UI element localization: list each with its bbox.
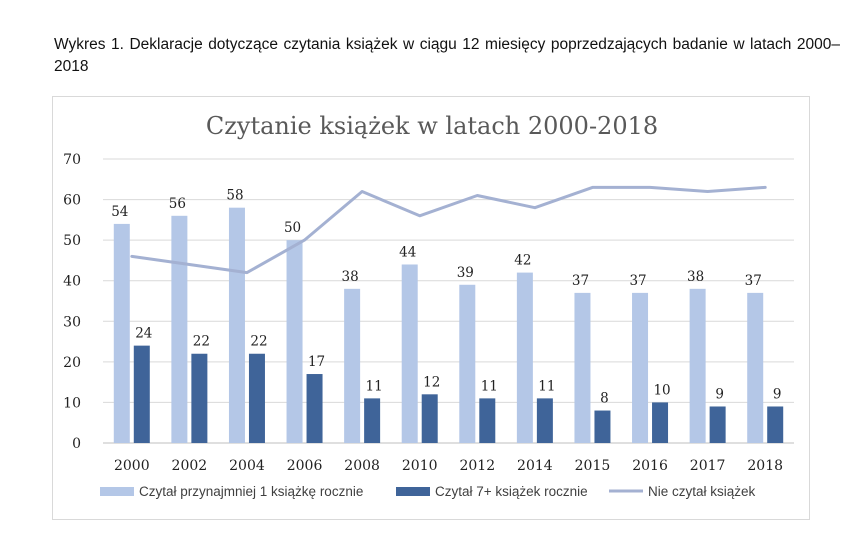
line-series bbox=[130, 185, 767, 275]
data-label-read-7plus: 9 bbox=[715, 386, 724, 402]
data-label-read-7plus: 24 bbox=[135, 326, 152, 342]
data-label-read-7plus: 8 bbox=[600, 391, 609, 407]
x-tick-label: 2004 bbox=[229, 458, 265, 474]
bar-read-1plus bbox=[747, 292, 764, 443]
legend-swatch bbox=[100, 487, 134, 496]
data-label-read-7plus: 22 bbox=[250, 334, 267, 350]
bar-read-1plus bbox=[344, 288, 361, 443]
x-tick-label: 2015 bbox=[575, 458, 611, 474]
legend: Czytał przynajmniej 1 książkę rocznie Czy… bbox=[100, 484, 756, 499]
gridlines bbox=[103, 158, 794, 444]
chart-frame: Czytanie książek w latach 2000-2018 0 10 2… bbox=[52, 96, 810, 520]
bars bbox=[113, 207, 784, 443]
data-label-read-7plus: 12 bbox=[423, 374, 440, 390]
line-not-reading bbox=[130, 185, 767, 275]
y-tick-label: 10 bbox=[63, 395, 81, 411]
y-tick-label: 50 bbox=[63, 233, 81, 249]
bar-read-7plus bbox=[479, 398, 496, 443]
data-label-read-7plus: 10 bbox=[653, 382, 670, 398]
data-label-read-1plus: 38 bbox=[342, 269, 359, 285]
bar-read-1plus bbox=[401, 264, 418, 443]
x-tick-label: 2002 bbox=[172, 458, 208, 474]
bar-read-7plus bbox=[652, 402, 669, 443]
bar-read-1plus bbox=[113, 223, 130, 443]
bar-read-1plus bbox=[228, 207, 245, 443]
bar-read-7plus bbox=[191, 353, 208, 443]
x-axis-ticks: 2000 2002 2004 2006 2008 2010 2012 2014 2015 2016… bbox=[114, 458, 783, 474]
data-label-read-1plus: 42 bbox=[514, 253, 531, 269]
data-label-read-1plus: 37 bbox=[745, 273, 762, 289]
data-label-read-7plus: 22 bbox=[193, 334, 210, 350]
chart: Czytanie książek w latach 2000-2018 0 10 2… bbox=[63, 112, 794, 499]
bar-read-1plus bbox=[632, 292, 649, 443]
x-tick-label: 2006 bbox=[287, 458, 323, 474]
data-label-read-1plus: 39 bbox=[457, 265, 474, 281]
data-label-read-1plus: 44 bbox=[399, 244, 416, 260]
bar-read-7plus bbox=[364, 398, 381, 443]
y-tick-label: 70 bbox=[63, 152, 81, 168]
data-label-read-1plus: 56 bbox=[169, 196, 186, 212]
data-label-read-1plus: 50 bbox=[284, 220, 301, 236]
x-tick-label: 2010 bbox=[402, 458, 438, 474]
bar-read-1plus bbox=[574, 292, 591, 443]
bar-read-7plus bbox=[709, 406, 726, 443]
bar-read-7plus bbox=[421, 394, 438, 443]
bar-read-7plus bbox=[133, 345, 150, 443]
data-label-read-1plus: 58 bbox=[226, 188, 243, 204]
bar-read-1plus bbox=[171, 215, 188, 443]
data-label-read-1plus: 37 bbox=[572, 273, 589, 289]
bar-read-7plus bbox=[248, 353, 265, 443]
chart-title: Czytanie książek w latach 2000-2018 bbox=[206, 112, 658, 140]
bar-read-7plus bbox=[536, 398, 553, 443]
bar-read-7plus bbox=[306, 374, 323, 443]
x-tick-label: 2008 bbox=[344, 458, 380, 474]
data-label-read-7plus: 9 bbox=[773, 386, 782, 402]
legend-label: Czytał 7+ książek rocznie bbox=[435, 484, 588, 499]
bar-read-1plus bbox=[516, 272, 533, 443]
y-tick-label: 40 bbox=[63, 274, 81, 290]
data-label-read-7plus: 17 bbox=[308, 354, 325, 370]
y-tick-label: 0 bbox=[72, 436, 81, 452]
data-label-read-1plus: 37 bbox=[629, 273, 646, 289]
data-label-read-1plus: 38 bbox=[687, 269, 704, 285]
legend-swatch bbox=[396, 487, 430, 496]
x-tick-label: 2000 bbox=[114, 458, 150, 474]
bar-read-1plus bbox=[459, 284, 476, 443]
x-tick-label: 2014 bbox=[517, 458, 553, 474]
data-label-read-1plus: 54 bbox=[111, 204, 128, 220]
y-axis-ticks: 0 10 20 30 40 50 60 70 bbox=[63, 152, 81, 452]
legend-label: Nie czytał książek bbox=[648, 484, 756, 499]
x-tick-label: 2018 bbox=[747, 458, 783, 474]
x-tick-label: 2016 bbox=[632, 458, 668, 474]
y-tick-label: 30 bbox=[63, 314, 81, 330]
y-tick-label: 60 bbox=[63, 193, 81, 209]
legend-label: Czytał przynajmniej 1 książkę rocznie bbox=[139, 484, 363, 499]
data-label-read-7plus: 11 bbox=[481, 378, 498, 394]
data-labels: 54 56 58 50 38 44 39 42 37 37 38 37 24 22 22 17 11 12 11 11… bbox=[111, 188, 781, 407]
bar-read-7plus bbox=[594, 410, 611, 443]
data-label-read-7plus: 11 bbox=[366, 378, 383, 394]
bar-read-7plus bbox=[767, 406, 784, 443]
bar-read-1plus bbox=[689, 288, 706, 443]
bar-read-1plus bbox=[286, 240, 303, 443]
x-tick-label: 2012 bbox=[459, 458, 495, 474]
data-label-read-7plus: 11 bbox=[538, 378, 555, 394]
x-tick-label: 2017 bbox=[690, 458, 726, 474]
y-tick-label: 20 bbox=[63, 355, 81, 371]
figure-caption: Wykres 1. Deklaracje dotyczące czytania … bbox=[54, 36, 840, 75]
